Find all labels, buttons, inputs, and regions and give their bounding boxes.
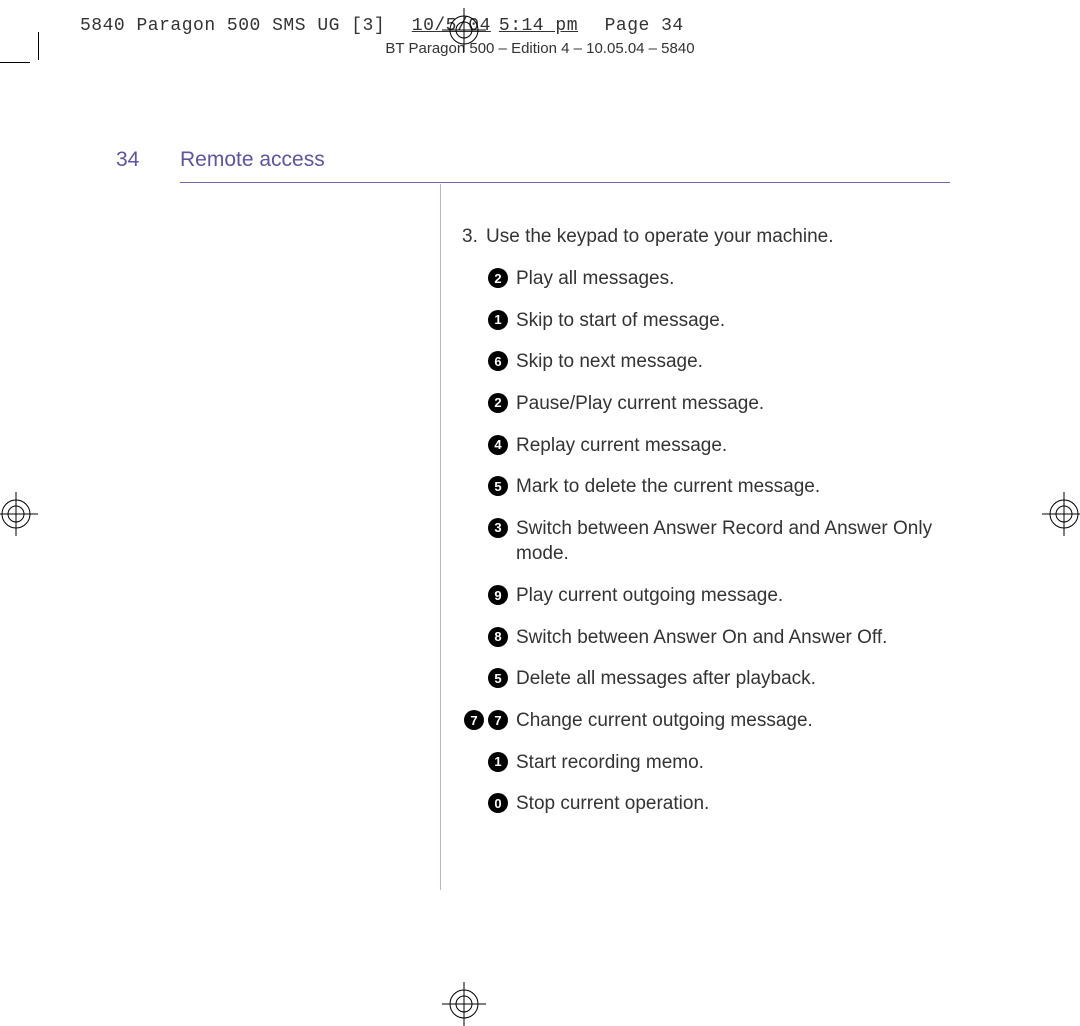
- keypad-item-text: Pause/Play current message.: [516, 391, 942, 417]
- keypad-item: 1 Skip to start of message.: [462, 308, 942, 334]
- section-title: Remote access: [180, 148, 325, 172]
- keypad-key-icon: 2: [488, 393, 508, 413]
- keypad-key-icon: 1: [488, 310, 508, 330]
- keypad-key-icon: 8: [488, 627, 508, 647]
- print-slug: 5840 Paragon 500 SMS UG [3] 10/5/045:14 …: [80, 16, 684, 36]
- keypad-item-keys: 8: [462, 625, 516, 647]
- slug-page: Page 34: [605, 16, 684, 36]
- keypad-item-text: Change current outgoing message.: [516, 708, 942, 734]
- keypad-item: 6 Skip to next message.: [462, 349, 942, 375]
- keypad-key-icon: 6: [488, 351, 508, 371]
- keypad-key-icon: 7: [488, 710, 508, 730]
- keypad-item: 77Change current outgoing message.: [462, 708, 942, 734]
- keypad-item: 5 Delete all messages after playback.: [462, 666, 942, 692]
- registration-mark-right: [1042, 492, 1080, 536]
- crop-mark: [38, 32, 39, 60]
- keypad-item-text: Delete all messages after playback.: [516, 666, 942, 692]
- heading-rule: [180, 182, 950, 183]
- keypad-item-keys: 9: [462, 583, 516, 605]
- keypad-item-keys: 5: [462, 474, 516, 496]
- keypad-item-keys: 3: [462, 516, 516, 538]
- keypad-item-keys: 1: [462, 308, 516, 330]
- slug-time: 5:14 pm: [495, 16, 582, 36]
- keypad-key-icon: 1: [488, 752, 508, 772]
- step-number: 3.: [462, 226, 486, 248]
- edition-line: BT Paragon 500 – Edition 4 – 10.05.04 – …: [0, 40, 1080, 57]
- keypad-item: 9 Play current outgoing message.: [462, 583, 942, 609]
- keypad-item-keys: 6: [462, 349, 516, 371]
- keypad-item: 1 Start recording memo.: [462, 750, 942, 776]
- registration-mark-top: [442, 8, 486, 52]
- keypad-item-keys: 2: [462, 266, 516, 288]
- keypad-key-icon: 3: [488, 518, 508, 538]
- keypad-key-icon: 9: [488, 585, 508, 605]
- column-divider: [440, 184, 441, 890]
- keypad-item-keys: 4: [462, 433, 516, 455]
- registration-mark-bottom: [442, 982, 486, 1026]
- keypad-key-icon: 7: [464, 710, 484, 730]
- keypad-item-text: Replay current message.: [516, 433, 942, 459]
- keypad-item-text: Start recording memo.: [516, 750, 942, 776]
- keypad-item: 0 Stop current operation.: [462, 791, 942, 817]
- page-number: 34: [116, 148, 139, 172]
- keypad-item-text: Play all messages.: [516, 266, 942, 292]
- keypad-item-keys: 1: [462, 750, 516, 772]
- keypad-item-text: Stop current operation.: [516, 791, 942, 817]
- crop-mark: [0, 62, 30, 63]
- keypad-key-icon: 4: [488, 435, 508, 455]
- keypad-item-list: 2 Play all messages. 1 Skip to start of mes…: [462, 266, 942, 817]
- keypad-key-icon: 5: [488, 668, 508, 688]
- keypad-key-icon: 5: [488, 476, 508, 496]
- keypad-item-keys: 0: [462, 791, 516, 813]
- keypad-item-keys: 77: [462, 708, 516, 730]
- content-area: 3. Use the keypad to operate your machin…: [462, 226, 942, 833]
- keypad-item-text: Mark to delete the current message.: [516, 474, 942, 500]
- keypad-item: 3 Switch between Answer Record and Answer…: [462, 516, 942, 567]
- keypad-item-text: Switch between Answer Record and Answer …: [516, 516, 942, 567]
- keypad-item-keys: 5: [462, 666, 516, 688]
- step-line: 3. Use the keypad to operate your machin…: [462, 226, 942, 248]
- keypad-key-icon: 0: [488, 793, 508, 813]
- keypad-item-keys: 2: [462, 391, 516, 413]
- keypad-item: 2 Play all messages.: [462, 266, 942, 292]
- keypad-item: 4 Replay current message.: [462, 433, 942, 459]
- keypad-item-text: Skip to next message.: [516, 349, 942, 375]
- keypad-key-icon: 2: [488, 268, 508, 288]
- slug-prefix: 5840 Paragon 500 SMS UG [3]: [80, 16, 385, 36]
- keypad-item-text: Switch between Answer On and Answer Off.: [516, 625, 942, 651]
- keypad-item: 8 Switch between Answer On and Answer Off…: [462, 625, 942, 651]
- registration-mark-left: [0, 492, 38, 536]
- step-text: Use the keypad to operate your machine.: [486, 226, 833, 248]
- keypad-item: 5 Mark to delete the current message.: [462, 474, 942, 500]
- keypad-item: 2 Pause/Play current message.: [462, 391, 942, 417]
- keypad-item-text: Skip to start of message.: [516, 308, 942, 334]
- keypad-item-text: Play current outgoing message.: [516, 583, 942, 609]
